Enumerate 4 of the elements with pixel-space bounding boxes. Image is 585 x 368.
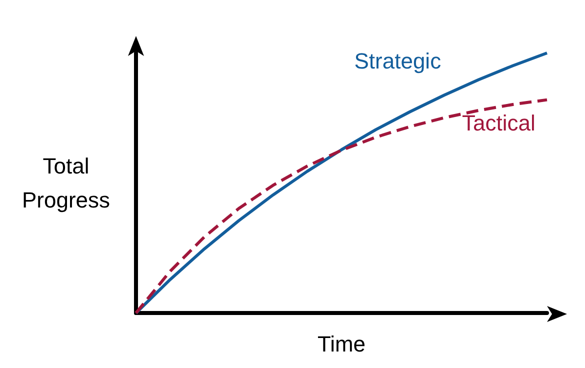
y-axis-title: Total Progress xyxy=(22,154,110,212)
series-label: Strategic xyxy=(354,48,442,74)
series-label: Tactical xyxy=(462,110,536,136)
x-axis-title: Time xyxy=(317,332,366,356)
